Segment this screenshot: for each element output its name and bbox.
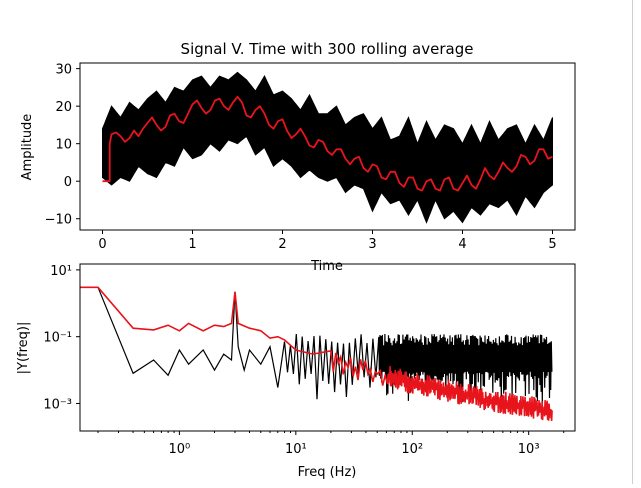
y-axis-label: |Y(freq)|	[16, 322, 31, 375]
y-tick-label: 20	[55, 100, 72, 115]
window-edge	[632, 0, 641, 484]
chart-title: Signal V. Time with 300 rolling average	[181, 40, 474, 58]
x-tick-label: 10⁰	[169, 442, 191, 457]
spectrum-plot-area: 10⁰ 10¹ 10² 10³ 10⁻³ 10⁻¹ 10¹	[43, 263, 576, 457]
x-tick-label: 10³	[518, 442, 540, 457]
rolling-average-line	[102, 95, 553, 192]
y-tick-label: 10⁻¹	[43, 331, 72, 346]
y-tick-label: 30	[55, 63, 72, 78]
series-group	[80, 286, 553, 421]
x-tick-label: 4	[458, 237, 466, 252]
x-axis-label: Freq (Hz)	[298, 465, 357, 480]
y-tick-label: 10⁻³	[43, 397, 72, 412]
y-tick-label: 10	[55, 138, 72, 153]
x-tick-label: 1	[188, 237, 196, 252]
spectrum-line	[80, 286, 553, 403]
x-tick-label: 3	[368, 237, 376, 252]
plot-frame	[79, 62, 576, 231]
y-tick-label: 0	[64, 175, 72, 190]
x-tick-label: 10¹	[285, 442, 307, 457]
plot-frame	[79, 263, 576, 432]
series-group	[102, 71, 553, 224]
y-tick-label: 10¹	[50, 264, 72, 279]
x-tick-label: 0	[98, 237, 106, 252]
signal-plot-area: 0 1 2 3 4 5 −10 0 10 20 30	[45, 62, 576, 252]
spectrum-chart: 10⁰ 10¹ 10² 10³ 10⁻³ 10⁻¹ 10¹ Freq (Hz) |Y(fre…	[16, 263, 576, 480]
x-tick-label: 10²	[401, 442, 423, 457]
signal-time-chart: Signal V. Time with 300 rolling average …	[20, 40, 576, 274]
y-axis-label: Amplitude	[20, 114, 35, 181]
x-axis-label: Time	[310, 259, 343, 274]
figure: Signal V. Time with 300 rolling average …	[16, 40, 576, 480]
smoothed-spectrum-line	[80, 286, 553, 421]
x-tick-label: 2	[278, 237, 286, 252]
y-tick-label: −10	[45, 213, 72, 228]
x-tick-label: 5	[548, 237, 556, 252]
